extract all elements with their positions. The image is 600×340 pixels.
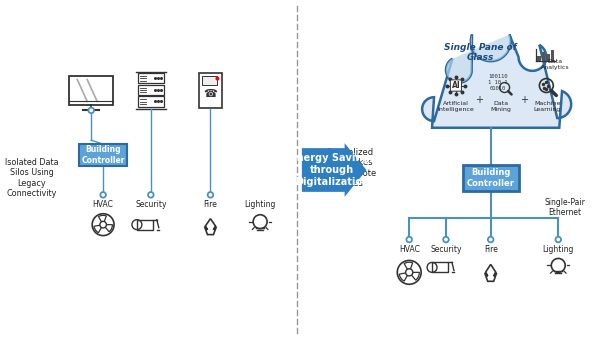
Circle shape [406, 237, 412, 242]
Text: HVAC: HVAC [399, 244, 419, 254]
Polygon shape [422, 35, 571, 128]
Text: ☎: ☎ [203, 89, 217, 100]
Circle shape [88, 107, 94, 113]
Text: Energy Savings
through
Digitalization: Energy Savings through Digitalization [290, 153, 375, 187]
Text: +: + [475, 96, 483, 105]
Polygon shape [412, 272, 419, 280]
Text: Single Pane of
Glass: Single Pane of Glass [445, 43, 517, 63]
FancyBboxPatch shape [547, 54, 550, 61]
Text: Machine
Learning: Machine Learning [533, 101, 561, 112]
Text: Data
Mining: Data Mining [490, 101, 511, 112]
Circle shape [443, 237, 449, 242]
Text: Data
Analytics: Data Analytics [541, 59, 569, 69]
FancyBboxPatch shape [79, 144, 127, 166]
Text: Fire: Fire [203, 200, 217, 209]
FancyBboxPatch shape [137, 220, 153, 230]
Text: Lighting: Lighting [244, 200, 276, 209]
FancyBboxPatch shape [199, 73, 223, 108]
Circle shape [488, 237, 493, 242]
Circle shape [556, 237, 561, 242]
Text: Artificial
Intelligence: Artificial Intelligence [437, 101, 474, 112]
Polygon shape [404, 262, 413, 269]
FancyBboxPatch shape [432, 262, 448, 272]
FancyBboxPatch shape [138, 85, 164, 95]
Circle shape [208, 192, 213, 198]
FancyBboxPatch shape [138, 73, 164, 83]
Polygon shape [105, 225, 112, 232]
FancyBboxPatch shape [542, 52, 545, 61]
Circle shape [100, 221, 106, 228]
Text: Centralized
Data Lakes
With Remote
Access: Centralized Data Lakes With Remote Acces… [322, 148, 377, 188]
Polygon shape [399, 273, 407, 281]
Polygon shape [205, 219, 217, 235]
Text: +: + [520, 96, 529, 105]
FancyBboxPatch shape [551, 50, 554, 61]
Text: Isolated Data
Silos Using
Legacy
Connectivity: Isolated Data Silos Using Legacy Connect… [5, 158, 58, 198]
Circle shape [148, 192, 154, 198]
Polygon shape [94, 225, 101, 233]
Text: HVAC: HVAC [92, 200, 113, 209]
Polygon shape [98, 215, 106, 222]
FancyBboxPatch shape [463, 165, 518, 191]
Text: Security: Security [430, 244, 462, 254]
Text: Building
Controller: Building Controller [467, 168, 515, 188]
Circle shape [215, 76, 220, 81]
Text: AI: AI [452, 81, 460, 90]
Polygon shape [446, 35, 511, 83]
FancyBboxPatch shape [538, 56, 541, 61]
Text: Fire: Fire [484, 244, 497, 254]
FancyBboxPatch shape [202, 75, 217, 85]
Text: 100110
1 10 1
01010: 100110 1 10 1 01010 [488, 74, 508, 91]
Circle shape [100, 192, 106, 198]
Text: Single-Pair
Ethernet: Single-Pair Ethernet [545, 198, 586, 218]
Text: Security: Security [135, 200, 167, 209]
FancyBboxPatch shape [70, 75, 113, 105]
Circle shape [406, 269, 413, 276]
Text: Lighting: Lighting [542, 244, 574, 254]
Polygon shape [485, 265, 497, 281]
Text: Building
Controller: Building Controller [82, 146, 125, 165]
FancyArrow shape [302, 143, 367, 197]
FancyBboxPatch shape [138, 97, 164, 107]
